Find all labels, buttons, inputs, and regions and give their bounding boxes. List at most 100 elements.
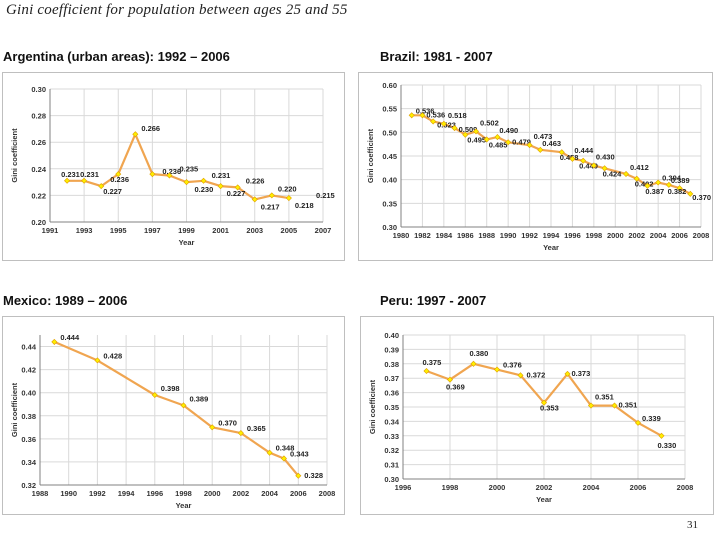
data-label: 0.509 <box>459 125 478 134</box>
data-point <box>622 170 630 178</box>
data-point <box>237 430 244 437</box>
y-tick-label: 0.30 <box>382 223 397 232</box>
x-tick-label: 1999 <box>178 226 195 235</box>
x-tick-label: 1994 <box>118 489 136 498</box>
x-tick-label: 1994 <box>543 231 561 240</box>
data-point <box>94 357 101 364</box>
data-label: 0.348 <box>276 444 295 453</box>
data-point <box>440 120 447 127</box>
data-point <box>665 181 672 188</box>
y-tick-label: 0.37 <box>384 374 399 383</box>
x-tick-label: 2000 <box>489 483 506 492</box>
y-axis-label: Gini coefficient <box>10 128 19 183</box>
data-point <box>295 472 302 479</box>
x-tick-label: 2004 <box>261 489 279 498</box>
data-label: 0.473 <box>534 132 553 141</box>
data-label: 0.230 <box>195 185 214 194</box>
x-axis-label: Year <box>536 495 552 504</box>
x-tick-label: 2004 <box>583 483 601 492</box>
y-tick-label: 0.36 <box>21 435 36 444</box>
data-point <box>472 128 480 135</box>
data-label: 0.536 <box>416 106 435 115</box>
y-tick-label: 0.30 <box>31 85 46 94</box>
data-label: 0.330 <box>658 441 677 450</box>
data-label: 0.375 <box>423 358 442 367</box>
chart-peru: 0.40 0.39 0.38 0.37 0.36 0.35 0.34 0.33 0.32 0.31… <box>368 331 694 504</box>
chart-panel-argentina: 0.30 0.28 0.26 0.24 0.22 0.20 1991 1993 1995 1997… <box>2 72 345 261</box>
x-tick-label: 1991 <box>42 226 59 235</box>
data-point <box>537 146 544 153</box>
data-point <box>166 172 173 179</box>
data-point <box>587 402 595 409</box>
y-tick-label: 0.40 <box>21 389 36 398</box>
data-point <box>493 366 501 373</box>
data-point <box>658 432 665 439</box>
x-tick-label: 1990 <box>60 489 77 498</box>
data-point <box>132 131 139 138</box>
x-axis-label: Year <box>543 243 559 252</box>
data-point <box>266 449 273 456</box>
x-axis-label: Year <box>179 238 195 247</box>
data-label: 0.236 <box>162 167 181 176</box>
x-tick-label: 2001 <box>212 226 229 235</box>
data-point <box>64 177 71 184</box>
data-label: 0.231 <box>212 171 231 180</box>
data-point <box>540 399 548 406</box>
data-label: 0.424 <box>603 169 623 178</box>
y-tick-label: 0.22 <box>31 191 46 200</box>
data-point <box>209 424 216 431</box>
data-point <box>180 402 187 409</box>
data-label: 0.343 <box>290 449 309 458</box>
data-point <box>634 419 642 426</box>
series-line <box>53 340 300 477</box>
x-tick-label: 2000 <box>607 231 624 240</box>
chart-panel-brazil: 0.60 0.55 0.50 0.45 0.40 0.35 0.30 1980 1982 1984… <box>358 72 713 261</box>
data-label: 0.444 <box>60 333 80 342</box>
y-tick-label: 0.34 <box>21 458 36 467</box>
x-tick-label: 2008 <box>677 483 694 492</box>
chart-panel-peru: 0.40 0.39 0.38 0.37 0.36 0.35 0.34 0.33 0.32 0.31… <box>360 316 714 515</box>
data-label: 0.328 <box>304 471 323 480</box>
data-label: 0.376 <box>503 361 522 370</box>
data-label: 0.523 <box>437 120 456 129</box>
x-tick-label: 2004 <box>650 231 668 240</box>
x-tick-label: 2000 <box>204 489 221 498</box>
data-label: 0.231 <box>61 170 80 179</box>
x-tick-label: 2002 <box>233 489 250 498</box>
data-point <box>115 171 122 178</box>
data-point <box>611 402 618 409</box>
x-tick-label: 1980 <box>393 231 410 240</box>
data-label: 0.218 <box>295 201 314 210</box>
y-tick-label: 0.40 <box>382 176 397 185</box>
data-label: 0.430 <box>596 152 615 161</box>
data-point <box>494 134 501 141</box>
y-tick-label: 0.35 <box>384 403 399 412</box>
y-tick-label: 0.31 <box>384 461 399 470</box>
data-label: 0.518 <box>448 111 467 120</box>
y-tick-label: 0.32 <box>384 446 399 455</box>
data-point <box>51 338 58 345</box>
data-point <box>558 149 565 156</box>
y-axis-label: Gini coefficient <box>366 128 375 183</box>
y-tick-label: 0.44 <box>21 343 36 352</box>
chart-panel-mexico: 0.44 0.42 0.40 0.38 0.36 0.34 0.32 1988 1990 1992… <box>2 316 345 515</box>
data-label: 0.215 <box>316 191 335 200</box>
y-tick-label: 0.50 <box>382 128 397 137</box>
data-label: 0.387 <box>645 187 664 196</box>
data-point <box>423 367 430 375</box>
data-point <box>580 157 587 164</box>
x-tick-label: 2008 <box>693 231 710 240</box>
data-point <box>451 125 458 132</box>
data-point <box>517 372 524 379</box>
x-tick-label: 1996 <box>146 489 163 498</box>
data-point <box>251 196 258 203</box>
data-label: 0.398 <box>161 384 180 393</box>
data-point <box>687 190 694 197</box>
y-tick-label: 0.20 <box>31 218 46 227</box>
data-point <box>149 171 156 178</box>
data-label: 0.440 <box>579 162 598 171</box>
series-line <box>67 133 290 201</box>
